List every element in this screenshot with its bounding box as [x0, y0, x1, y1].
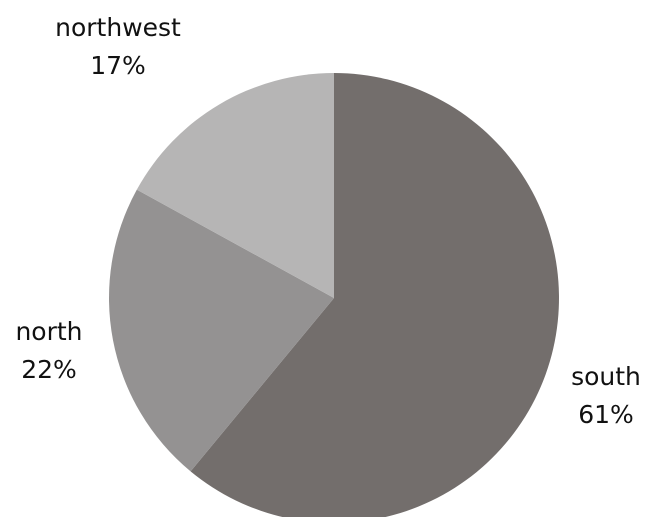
- pie-slice-north: [108, 189, 335, 472]
- slice-value-northwest: 17%: [90, 51, 146, 80]
- slice-value-south: 61%: [578, 400, 634, 429]
- slice-label-south: south: [571, 362, 641, 391]
- slice-value-north: 22%: [21, 355, 77, 384]
- pie-slice-northwest: [136, 72, 334, 298]
- pie-labels: south 61% north 22% northwest 17%: [15, 13, 640, 429]
- pie-slices: [108, 72, 559, 517]
- pie-slice-south: [190, 73, 559, 517]
- slice-label-north: north: [15, 317, 82, 346]
- slice-label-northwest: northwest: [55, 13, 181, 42]
